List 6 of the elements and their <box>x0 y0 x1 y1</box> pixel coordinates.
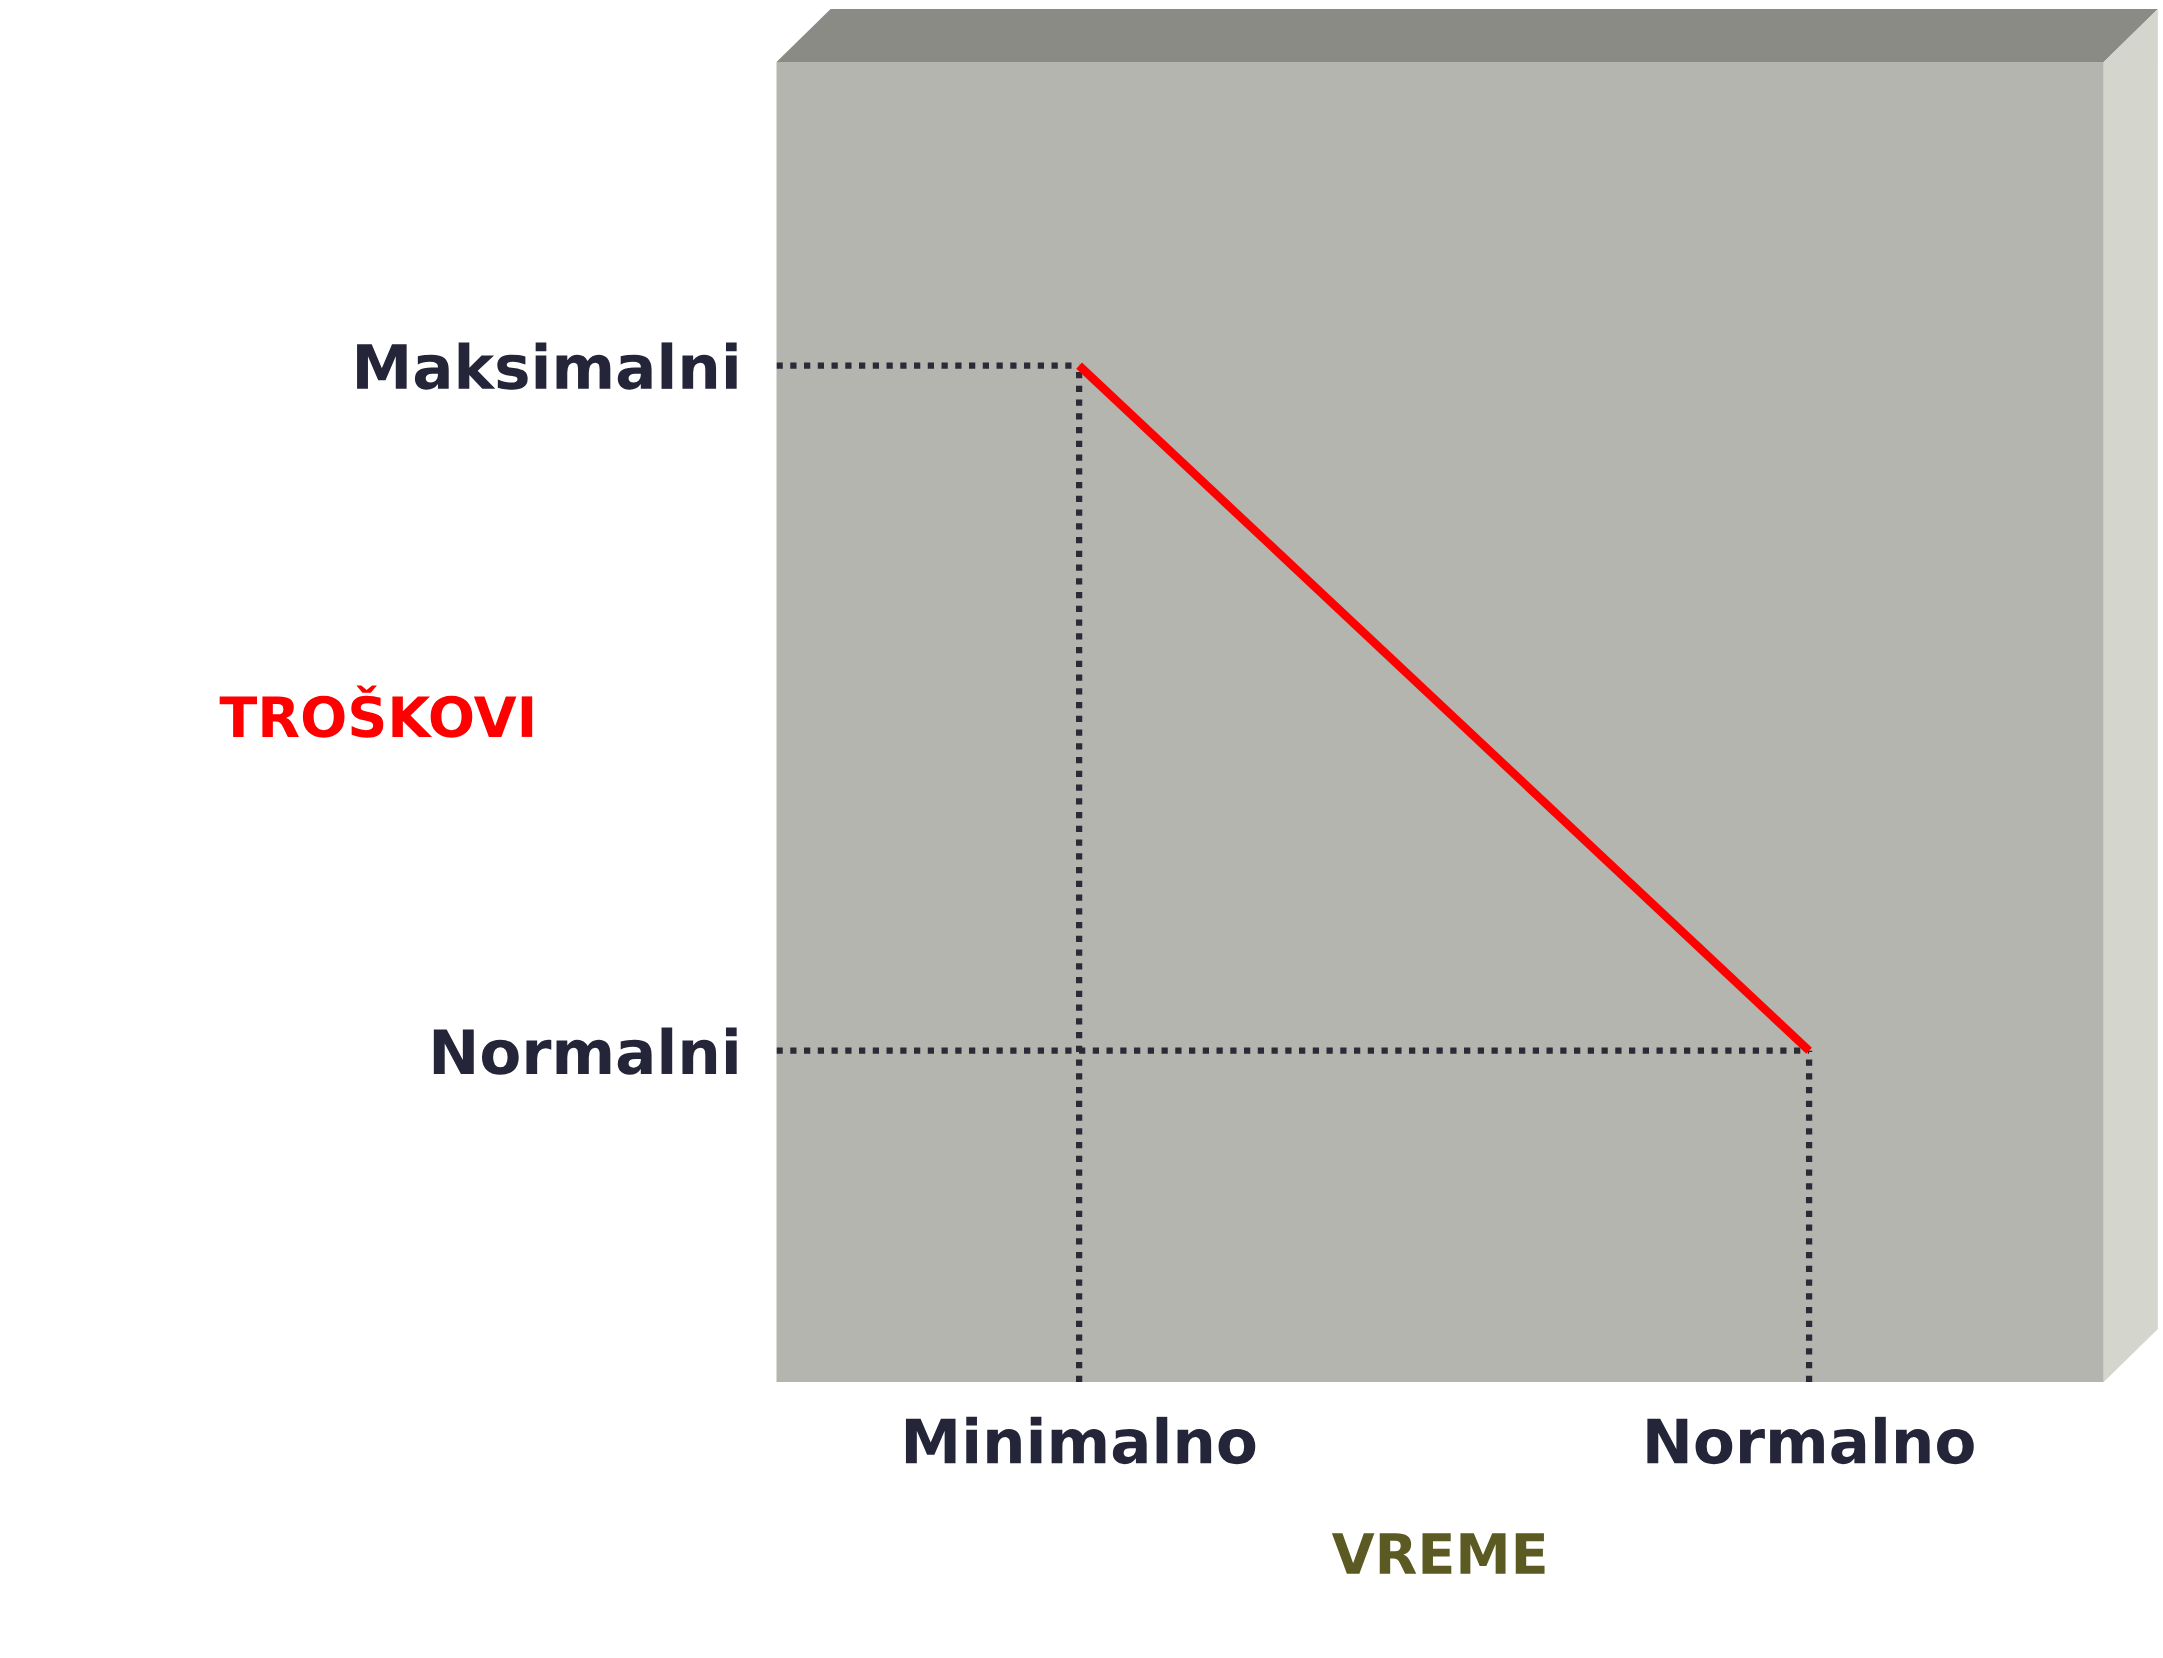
x-tick-label: Minimalno <box>905 1416 1256 1465</box>
x-tick-label: Normalno <box>1647 1416 1974 1465</box>
ref-line-label: Normalni <box>433 1027 737 1075</box>
x-axis-title: VREME <box>1331 1533 1545 1574</box>
y-axis-title: TROŠKOVI <box>219 685 533 738</box>
ref-line-label: Maksimalni <box>357 342 737 390</box>
